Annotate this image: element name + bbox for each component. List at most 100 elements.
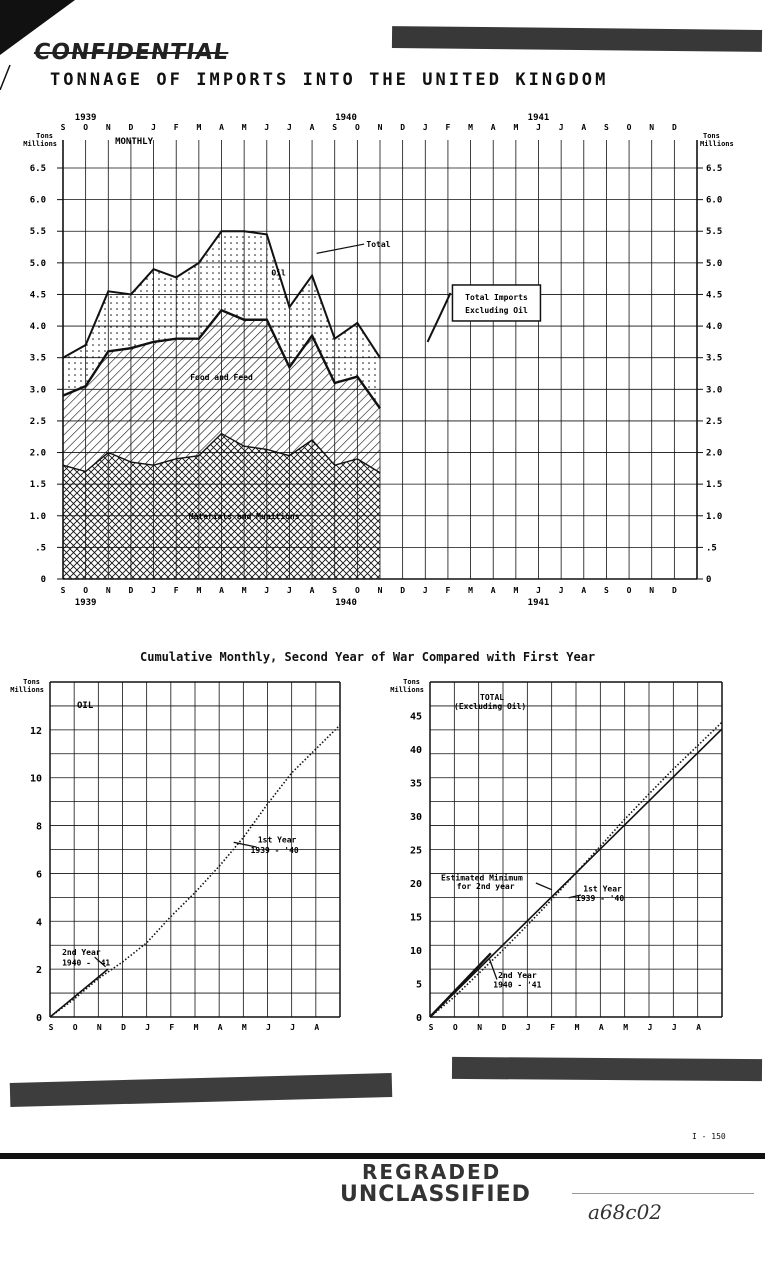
x-month-label-bottom: A <box>581 586 586 595</box>
y-axis-label-right: Millions <box>700 140 734 148</box>
label-second-year-range: 1940 - '41 <box>62 959 110 968</box>
y-tick-label-left: 6.5 <box>30 164 46 174</box>
y-tick-label-right: 6.0 <box>706 196 722 206</box>
y-tick-label: 6 <box>36 869 42 880</box>
x-month-label-bottom: O <box>355 586 360 595</box>
x-month-label-bottom: N <box>649 586 654 595</box>
y-tick-label-left: 6.0 <box>30 196 46 206</box>
y-tick-label-left: 4.5 <box>30 290 46 300</box>
point-total <box>379 356 381 359</box>
x-month-label-top: D <box>672 123 677 132</box>
monthly-imports-chart: 0 0 .5 .5 1.0 1.0 1.5 1.5 2.0 2.0 2.5 2.5 3.0 3.0 3.5 3… <box>23 113 734 608</box>
point-total <box>130 293 132 296</box>
y-tick-label-left: 3.5 <box>30 354 46 364</box>
x-month-label: M <box>242 1023 247 1032</box>
x-month-label-top: A <box>219 123 224 132</box>
x-month-label: J <box>648 1023 653 1032</box>
x-month-label-top: M <box>242 123 247 132</box>
point-total <box>197 261 200 264</box>
redaction-bar-top <box>391 26 763 52</box>
y-tick-label: 10 <box>30 774 42 785</box>
y-axis-label-left: Tons <box>36 132 53 140</box>
y-tick-label: 8 <box>36 822 42 833</box>
x-month-label: O <box>453 1023 458 1032</box>
label-second-year-leader <box>489 959 498 980</box>
label-box-leader <box>426 292 452 343</box>
x-month-label-top: J <box>559 123 564 132</box>
point-total <box>107 290 110 293</box>
x-month-label-bottom: M <box>468 586 473 595</box>
x-month-label-bottom: J <box>151 586 156 595</box>
x-month-label-top: J <box>264 123 269 132</box>
point-total <box>288 306 291 309</box>
label-estimated-minimum: Estimated Minimum <box>441 872 523 882</box>
label-first-year: 1st Year <box>583 885 622 894</box>
x-month-label-bottom: F <box>446 586 451 595</box>
y-tick-label-left: 5.0 <box>30 259 46 269</box>
x-month-label-top: D <box>129 123 134 132</box>
label-box-total-excluding-oil <box>451 284 542 322</box>
line-materials-top <box>62 432 381 474</box>
label-first-year-range: 1939 - '40 <box>251 846 299 855</box>
label-first-year: 1st Year <box>258 835 297 844</box>
x-month-label-top: N <box>649 123 654 132</box>
y-tick-label: 0 <box>416 1013 422 1024</box>
page-bottom-rule <box>0 1153 765 1159</box>
y-tick-label: 20 <box>410 879 422 890</box>
x-month-label-top: J <box>151 123 156 132</box>
x-month-label-top: M <box>468 123 473 132</box>
label-oil: Oil <box>271 267 286 277</box>
series-line <box>429 952 492 1018</box>
point-total <box>220 230 223 233</box>
x-month-label: J <box>266 1023 271 1032</box>
x-month-label: J <box>672 1023 677 1032</box>
y-tick-label: 12 <box>30 726 42 737</box>
x-month-label-top: J <box>423 123 428 132</box>
x-month-label-top: O <box>83 123 88 132</box>
area-oil <box>63 231 380 409</box>
x-month-label: N <box>477 1023 482 1032</box>
y-tick-label-right: 3.0 <box>706 385 722 395</box>
y-axis-label-left: Millions <box>23 140 57 148</box>
label-first-year-leader <box>568 894 582 899</box>
x-month-label-bottom: J <box>559 586 564 595</box>
y-tick-label-left: 0 <box>41 575 46 585</box>
x-month-label: M <box>623 1023 628 1032</box>
x-month-label-top: D <box>400 123 405 132</box>
label-estimated-leader <box>535 882 552 891</box>
x-month-label-top: A <box>581 123 586 132</box>
y-tick-label-left: 5.5 <box>30 227 46 237</box>
cumulative-section-title: Cumulative Monthly, Second Year of War C… <box>140 650 596 664</box>
y-tick-label-left: 1.5 <box>30 480 46 490</box>
x-month-label-top: J <box>287 123 292 132</box>
label-box-line-1: Total Imports <box>465 293 528 302</box>
y-tick-label-right: 1.0 <box>706 512 722 522</box>
point-total <box>356 322 359 324</box>
y-tick-label: 0 <box>36 1013 42 1024</box>
area-food-and-feed <box>63 310 380 473</box>
x-month-label-top: A <box>310 123 315 132</box>
chart-subtitle: (Excluding Oil) <box>454 701 526 711</box>
y-tick-label: 30 <box>410 812 422 823</box>
y-tick-label-right: .5 <box>706 543 717 553</box>
y-tick-label-right: 6.5 <box>706 164 722 174</box>
label-box-line-2: Excluding Oil <box>465 305 528 315</box>
x-month-label: N <box>97 1023 102 1032</box>
cumulative-total-chart: 0 5 10 15 20 25 30 35 40 45 S O N D J F M A M J J A TonsMillio… <box>390 678 723 1032</box>
y-tick-label: 45 <box>410 712 422 723</box>
top-left-corner-mark <box>0 0 75 90</box>
x-month-label-bottom: S <box>61 586 66 595</box>
x-month-label: F <box>550 1023 555 1032</box>
x-year-label-bottom: 1941 <box>528 598 550 608</box>
page-reference: I - 150 <box>692 1132 726 1141</box>
y-tick-label-left: 3.0 <box>30 385 46 395</box>
x-month-label: O <box>73 1023 78 1032</box>
chart-subtitle: MONTHLY <box>115 137 154 147</box>
point-total <box>265 233 268 236</box>
x-month-label-bottom: D <box>129 586 134 595</box>
chart-title: TOTAL <box>480 693 504 702</box>
x-month-label-bottom: A <box>219 586 224 595</box>
line-total-excluding-oil <box>62 308 381 409</box>
point-total <box>333 337 336 340</box>
